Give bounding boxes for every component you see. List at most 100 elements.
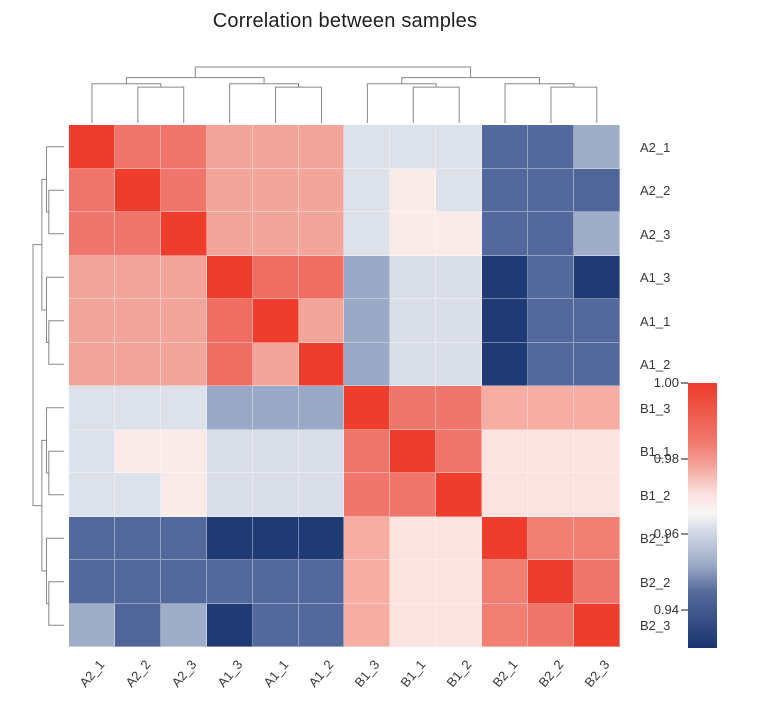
dendrogram-branch <box>48 189 64 235</box>
dendrogram-branch <box>45 276 64 343</box>
heatmap-cell <box>436 603 483 648</box>
legend-tick-label: 1.00 <box>653 375 679 390</box>
heatmap-cell <box>528 168 574 213</box>
heatmap-cell <box>390 125 437 169</box>
row-label: B1_1 <box>640 444 671 460</box>
heatmap-cell <box>114 473 161 517</box>
heatmap-cell <box>298 429 345 474</box>
heatmap-cell <box>298 212 345 256</box>
heatmap-cell <box>528 473 574 517</box>
heatmap-cell <box>114 125 161 169</box>
heatmap-cell <box>252 603 299 648</box>
dendrogram-branch <box>412 86 460 123</box>
heatmap-cell <box>69 255 115 300</box>
heatmap-cell <box>436 429 483 474</box>
heatmap-cell <box>482 386 529 430</box>
heatmap-cell <box>114 255 161 300</box>
heatmap-cell <box>114 386 161 430</box>
heatmap-cell <box>573 255 620 300</box>
row-label: A2_1 <box>640 139 671 155</box>
heatmap-cell <box>482 560 529 604</box>
heatmap-cell <box>436 255 483 300</box>
heatmap-cell <box>160 299 207 343</box>
heatmap-cell <box>114 342 161 387</box>
heatmap-cell <box>573 125 620 169</box>
heatmap-cell <box>298 386 345 430</box>
heatmap-cell <box>436 299 483 343</box>
dendrogram-branch <box>32 244 42 507</box>
heatmap-cell <box>344 429 391 474</box>
heatmap-cell <box>298 255 345 300</box>
heatmap-cell <box>390 255 437 300</box>
heatmap-cell <box>69 125 115 169</box>
dendrogram-branch <box>91 83 162 123</box>
heatmap-cell <box>436 212 483 256</box>
heatmap-cell <box>114 299 161 343</box>
dendrogram-branch <box>504 83 575 123</box>
legend-tick-mark <box>681 457 688 460</box>
heatmap-cell <box>390 386 437 430</box>
heatmap-cell <box>160 429 207 474</box>
heatmap-cell <box>573 429 620 474</box>
heatmap-cell <box>528 429 574 474</box>
dendrogram-branch <box>550 86 598 123</box>
heatmap-cell <box>482 516 529 561</box>
row-label: A1_1 <box>640 313 671 329</box>
heatmap-cell <box>528 255 574 300</box>
heatmap-cell <box>114 168 161 213</box>
heatmap-cell <box>482 212 529 256</box>
heatmap-cell <box>114 603 161 648</box>
heatmap-cell <box>482 168 529 213</box>
heatmap-cell <box>298 473 345 517</box>
heatmap-cell <box>252 386 299 430</box>
row-label: A1_3 <box>640 270 671 286</box>
heatmap-cell <box>298 603 345 648</box>
heatmap-cell <box>390 429 437 474</box>
heatmap-cell <box>344 560 391 604</box>
heatmap-cell <box>344 603 391 648</box>
heatmap-cell <box>390 603 437 648</box>
legend-gradient-bar <box>688 383 717 648</box>
heatmap-cell <box>206 516 253 561</box>
dendrogram-branch <box>45 146 64 213</box>
row-label: B2_3 <box>640 618 671 634</box>
dendrogram-branch <box>45 537 64 604</box>
heatmap-cell <box>206 603 253 648</box>
heatmap-cell <box>436 168 483 213</box>
heatmap-cell <box>482 429 529 474</box>
heatmap-cell <box>114 560 161 604</box>
heatmap-cell <box>69 560 115 604</box>
chart-title: Correlation between samples <box>212 10 478 32</box>
row-label: A2_2 <box>640 183 671 199</box>
heatmap-cell <box>252 473 299 517</box>
legend-tick-mark <box>681 382 688 384</box>
heatmap-cell <box>206 255 253 300</box>
heatmap-cell <box>69 212 115 256</box>
heatmap-cell <box>528 125 574 169</box>
heatmap-cell <box>160 473 207 517</box>
heatmap-cell <box>206 299 253 343</box>
heatmap-cell <box>482 603 529 648</box>
heatmap-cell <box>252 125 299 169</box>
legend-tick-label: 0.94 <box>653 602 679 618</box>
heatmap-cell <box>344 386 391 430</box>
row-label: B1_2 <box>640 487 671 503</box>
heatmap-cell <box>160 516 207 561</box>
heatmap-cell <box>114 212 161 256</box>
heatmap-cell <box>344 255 391 300</box>
heatmap-cell <box>573 560 620 604</box>
heatmap-cell <box>252 212 299 256</box>
heatmap-cell <box>573 386 620 430</box>
heatmap-cell <box>573 212 620 256</box>
heatmap-cell <box>528 342 574 387</box>
heatmap-cell <box>69 603 115 648</box>
heatmap-cell <box>252 429 299 474</box>
row-label: A1_2 <box>640 357 671 373</box>
heatmap-cell <box>160 168 207 213</box>
heatmap-cell <box>160 386 207 430</box>
dendrogram-branch <box>48 581 64 626</box>
heatmap-cell <box>252 342 299 387</box>
heatmap-cell <box>298 560 345 604</box>
dendrogram-branch <box>401 77 540 84</box>
